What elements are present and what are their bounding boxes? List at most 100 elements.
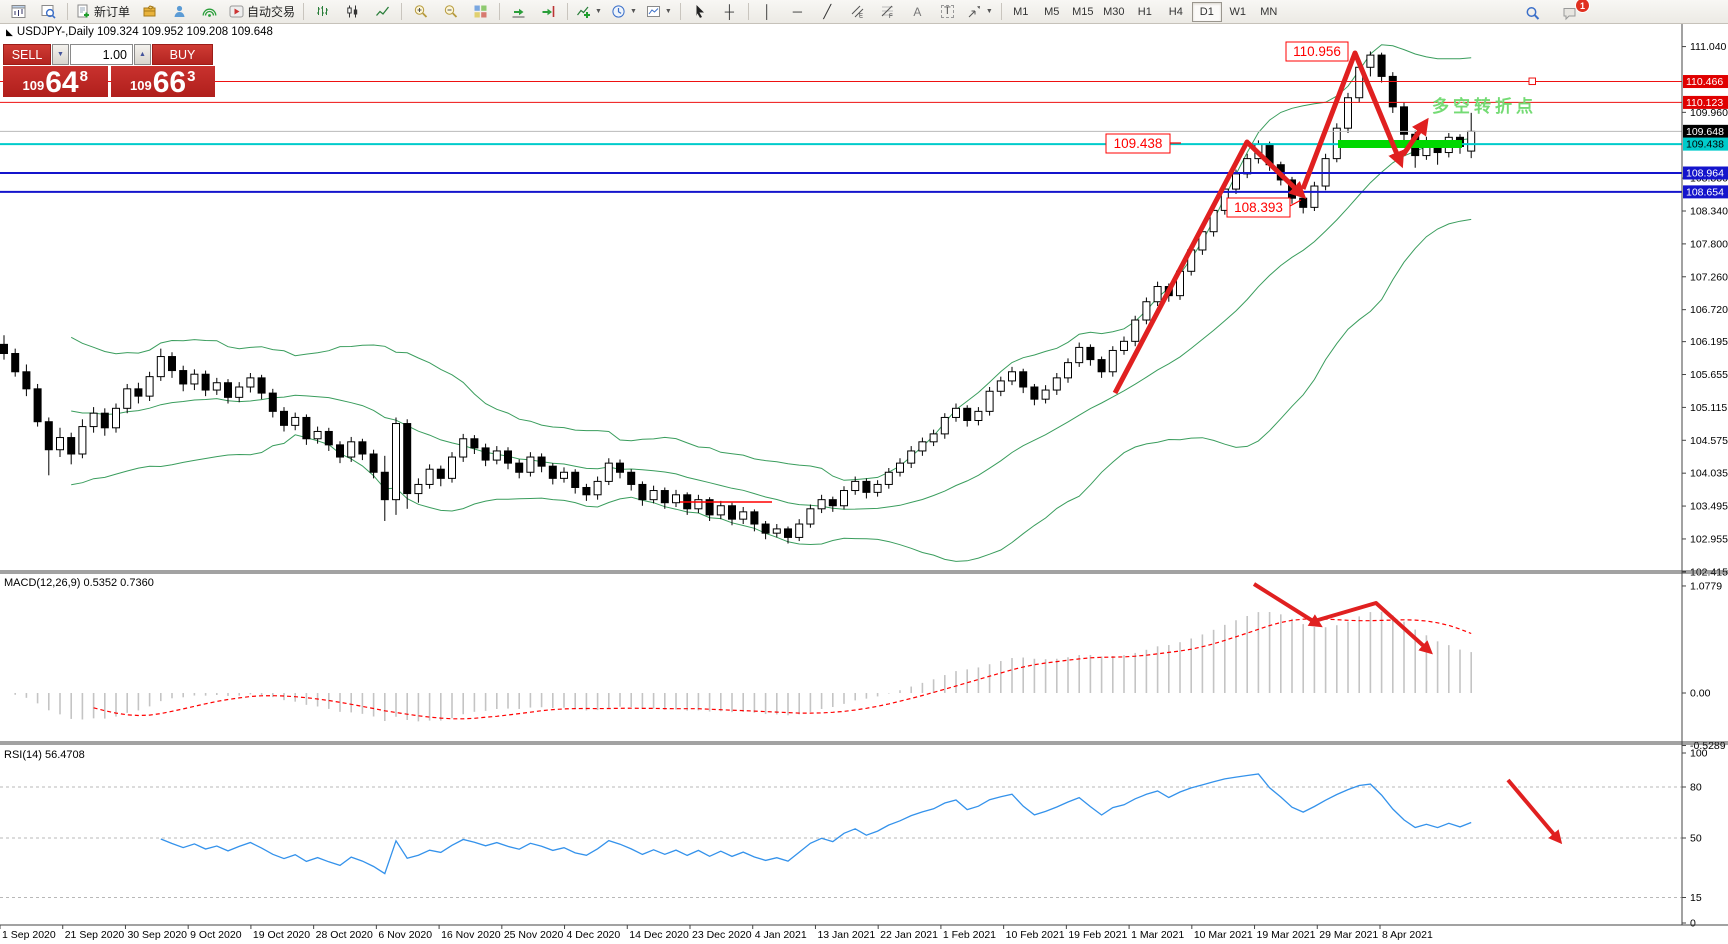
candle-body: [907, 450, 916, 464]
macd-indicator: [14, 611, 1472, 722]
horizontal-line-button[interactable]: ─: [783, 1, 812, 23]
line-chart-button[interactable]: [368, 1, 397, 23]
new-order-label: 新订单: [94, 5, 131, 19]
candle-body: [772, 528, 781, 534]
candle-body: [1019, 371, 1028, 388]
autotrading-button[interactable]: 自动交易: [225, 2, 299, 22]
timeframe-d1-button[interactable]: D1: [1191, 1, 1222, 22]
trendline-button[interactable]: ╱: [813, 1, 842, 23]
candle-body: [963, 407, 972, 421]
shapes-button[interactable]: ▼: [963, 1, 997, 23]
volume-down-button[interactable]: ▼: [52, 44, 69, 65]
candle-body: [257, 377, 266, 394]
price-tick-label: 106.195: [1690, 336, 1728, 348]
chart-window-button[interactable]: [4, 1, 33, 23]
candlestick-series: [0, 51, 1476, 544]
horizontal-line-objects[interactable]: [0, 77, 1682, 193]
candle-body: [134, 388, 143, 397]
community-button[interactable]: [165, 1, 194, 23]
candle-body: [100, 412, 109, 429]
price-tick-label: 111.040: [1690, 41, 1727, 53]
trend-arrow[interactable]: [1300, 50, 1405, 190]
trend-arrow[interactable]: [1112, 139, 1307, 395]
timeframe-m15-button[interactable]: M15: [1072, 5, 1094, 18]
zoom-in-button[interactable]: [406, 1, 435, 23]
vertical-line-icon: │: [763, 4, 772, 19]
templates-button[interactable]: ▼: [642, 1, 676, 23]
price-tick-label: 105.655: [1690, 369, 1728, 381]
fibonacci-button[interactable]: F: [873, 1, 902, 23]
buy-price[interactable]: 109 66 3: [110, 66, 215, 98]
annotations[interactable]: 110.956 109.438 108.393 多空转折点: [680, 41, 1563, 845]
volume-input[interactable]: [70, 44, 133, 65]
periods-button[interactable]: ▼: [607, 1, 641, 23]
candle-body: [548, 465, 557, 479]
sell-button[interactable]: SELL: [3, 44, 51, 65]
time-tick-label: 1 Sep 2020: [2, 929, 56, 941]
signals-icon: [202, 8, 217, 17]
sell-price[interactable]: 109 64 8: [3, 66, 108, 98]
timeframe-h1-button[interactable]: H1: [1137, 5, 1152, 18]
candlestick-chart-button[interactable]: [338, 1, 367, 23]
candle-body: [627, 471, 636, 485]
candle-body: [1467, 130, 1476, 152]
notifications-button[interactable]: 1: [1555, 0, 1590, 24]
bull-bear-turning-point-label[interactable]: 多空转折点: [1432, 96, 1537, 116]
candle-body: [1388, 75, 1397, 108]
price-annotation-box[interactable]: [1285, 41, 1349, 62]
timeframe-mn-button[interactable]: MN: [1260, 5, 1278, 18]
chart-shift-button[interactable]: [534, 1, 563, 23]
zoom-out-icon: [444, 5, 458, 18]
price-annotation-label: 109.438: [1114, 136, 1163, 151]
cursor-button[interactable]: [685, 1, 714, 23]
candle-body: [1377, 54, 1386, 77]
chart-profiles-button[interactable]: [34, 1, 63, 23]
price-annotation-box[interactable]: [1226, 197, 1291, 218]
candle-body: [246, 377, 255, 388]
label-button[interactable]: T: [933, 1, 962, 23]
sell-price-sup: 8: [79, 68, 88, 85]
autotrading-icon: [229, 5, 244, 18]
tile-windows-button[interactable]: [466, 1, 495, 23]
trend-arrow[interactable]: [1400, 117, 1429, 157]
text-button[interactable]: A: [903, 1, 932, 23]
buy-button[interactable]: BUY: [152, 44, 213, 65]
timeframe-m1-button[interactable]: M1: [1013, 5, 1029, 18]
periods-clock-icon: [612, 5, 625, 18]
price-tick-label: 102.955: [1690, 533, 1728, 545]
price-badge-label: 108.654: [1686, 186, 1724, 198]
timeframe-m5-button[interactable]: M5: [1044, 5, 1060, 18]
line-chart-icon: [376, 6, 390, 16]
candle-body: [660, 490, 669, 504]
rsi-tick-label: 80: [1690, 782, 1702, 794]
price-annotation-label: 110.956: [1293, 44, 1341, 59]
crosshair-button[interactable]: ┼: [715, 1, 744, 23]
timeframe-m30-button[interactable]: M30: [1103, 5, 1125, 18]
new-order-button[interactable]: 新订单: [72, 2, 134, 22]
green-level-bar[interactable]: [1338, 140, 1462, 148]
notification-badge: 1: [1575, 0, 1590, 13]
candle-body: [649, 490, 658, 501]
price-tick-label: 107.260: [1690, 271, 1728, 283]
zoom-out-button[interactable]: [436, 1, 465, 23]
auto-scroll-button[interactable]: [504, 1, 533, 23]
timeframe-w1-button[interactable]: W1: [1229, 5, 1247, 18]
bars-chart-button[interactable]: [308, 1, 337, 23]
macd-arrow[interactable]: [1317, 601, 1433, 655]
chart-profiles-icon: [41, 5, 56, 19]
toolbar-separator: [1000, 3, 1002, 20]
signals-button[interactable]: [195, 1, 224, 23]
macd-arrow[interactable]: [1252, 582, 1323, 628]
channel-button[interactable]: E: [843, 1, 872, 23]
svg-text:F: F: [889, 14, 893, 19]
volume-up-button[interactable]: ▲: [134, 44, 151, 65]
rsi-arrow[interactable]: [1506, 778, 1563, 845]
vertical-line-button[interactable]: │: [753, 1, 782, 23]
search-button[interactable]: [1518, 2, 1547, 24]
timeframe-h4-button[interactable]: H4: [1168, 5, 1183, 18]
history-center-button[interactable]: [135, 1, 164, 23]
indicators-button[interactable]: ▼: [572, 1, 606, 23]
candle-body: [1232, 173, 1240, 190]
time-tick-label: 28 Oct 2020: [316, 929, 373, 941]
